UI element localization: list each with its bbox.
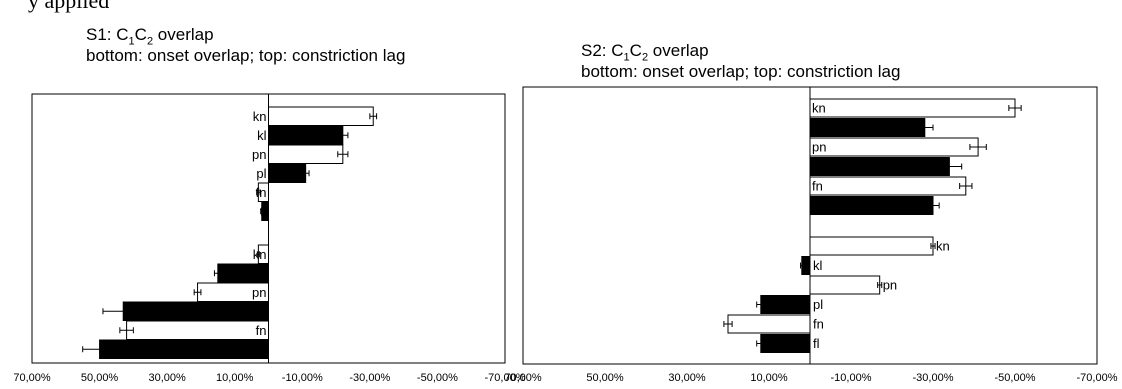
bar-label-kl: kl [813, 258, 823, 273]
chart-s2-title: S2: C1C2 overlap [581, 40, 709, 68]
bar-label-fn: fn [256, 185, 267, 200]
x-tick-label: 50,00% [586, 372, 624, 384]
page-fragment-text: y applied [28, 0, 110, 13]
chart-s2-title-sub1: 1 [623, 51, 630, 64]
bar-label-fn: fn [812, 179, 823, 194]
bar-label-fl: fl [260, 342, 267, 357]
x-tick-label: 30,00% [148, 372, 186, 384]
bar-fl [760, 334, 811, 353]
x-tick-label: 70,00% [13, 372, 51, 384]
bar-label-pn: pn [252, 147, 266, 162]
bar-label-pl: pl [812, 159, 822, 174]
bar-label-kl: kl [257, 266, 267, 281]
chart-s2-title-suffix: overlap [648, 41, 709, 60]
x-tick-label: -30,00% [349, 372, 390, 384]
chart-s2-title-sub2: 2 [641, 51, 649, 64]
x-tick-label: 50,00% [81, 372, 119, 384]
bar-label-fl: fl [812, 198, 819, 213]
bar-label-pl: pl [256, 304, 266, 319]
x-tick-label: 30,00% [668, 372, 706, 384]
x-tick-label: -70,00% [1077, 372, 1118, 384]
bar-pn [809, 137, 979, 157]
bar-label-kl: kl [812, 120, 822, 135]
bar-label-kn: kn [936, 239, 950, 254]
bar-label-pl: pl [813, 297, 823, 312]
chart-s2-subtitle: bottom: onset overlap; top: constriction… [581, 62, 901, 81]
bar-label-pn: pn [883, 278, 897, 293]
bar-label-fn: fn [256, 323, 267, 338]
bar-label-pn: pn [252, 285, 266, 300]
chart-s1-title-suffix: overlap [153, 25, 214, 44]
chart-s2-title-prefix: S2: C [581, 41, 624, 60]
bar-fn [727, 314, 811, 334]
bar-kn [809, 98, 1016, 118]
bar-label-fl: fl [813, 336, 820, 351]
chart-s2-title-mid: C [629, 41, 642, 60]
chart-s1-subtitle: bottom: onset overlap; top: constriction… [86, 46, 406, 65]
bar-label-kn: kn [253, 247, 267, 262]
x-tick-label: -50,00% [995, 372, 1036, 384]
bar-pl [760, 295, 811, 314]
chart-s1-title: S1: C1C2 overlap [86, 24, 214, 52]
x-tick-label: -50,00% [417, 372, 458, 384]
x-tick-label: 70,00% [504, 372, 542, 384]
bar-label-kn: kn [253, 109, 267, 124]
bar-label-fl: fl [260, 204, 267, 219]
bar-label-fn: fn [813, 317, 824, 332]
bar-label-pl: pl [256, 166, 266, 181]
x-tick-label: -10,00% [831, 372, 872, 384]
x-tick-label: -70,00% [485, 372, 526, 384]
x-tick-label: 10,00% [216, 372, 254, 384]
x-tick-label: -30,00% [913, 372, 954, 384]
x-tick-label: 10,00% [750, 372, 788, 384]
bar-fl [809, 196, 934, 215]
chart-s1-title-mid: C [134, 25, 147, 44]
bar-pn [809, 275, 881, 295]
bar-fn [809, 176, 967, 196]
chart-s1-title-sub1: 1 [128, 35, 135, 48]
bar-label-pn: pn [812, 140, 826, 155]
bar-kn [809, 236, 934, 256]
bar-pl [809, 157, 950, 176]
x-tick-label: -10,00% [282, 372, 323, 384]
chart-s1-title-sub2: 2 [146, 35, 154, 48]
chart-s1-title-prefix: S1: C [86, 25, 129, 44]
bar-kl [809, 118, 926, 137]
bar-label-kn: kn [812, 101, 826, 116]
bar-label-kl: kl [257, 128, 267, 143]
